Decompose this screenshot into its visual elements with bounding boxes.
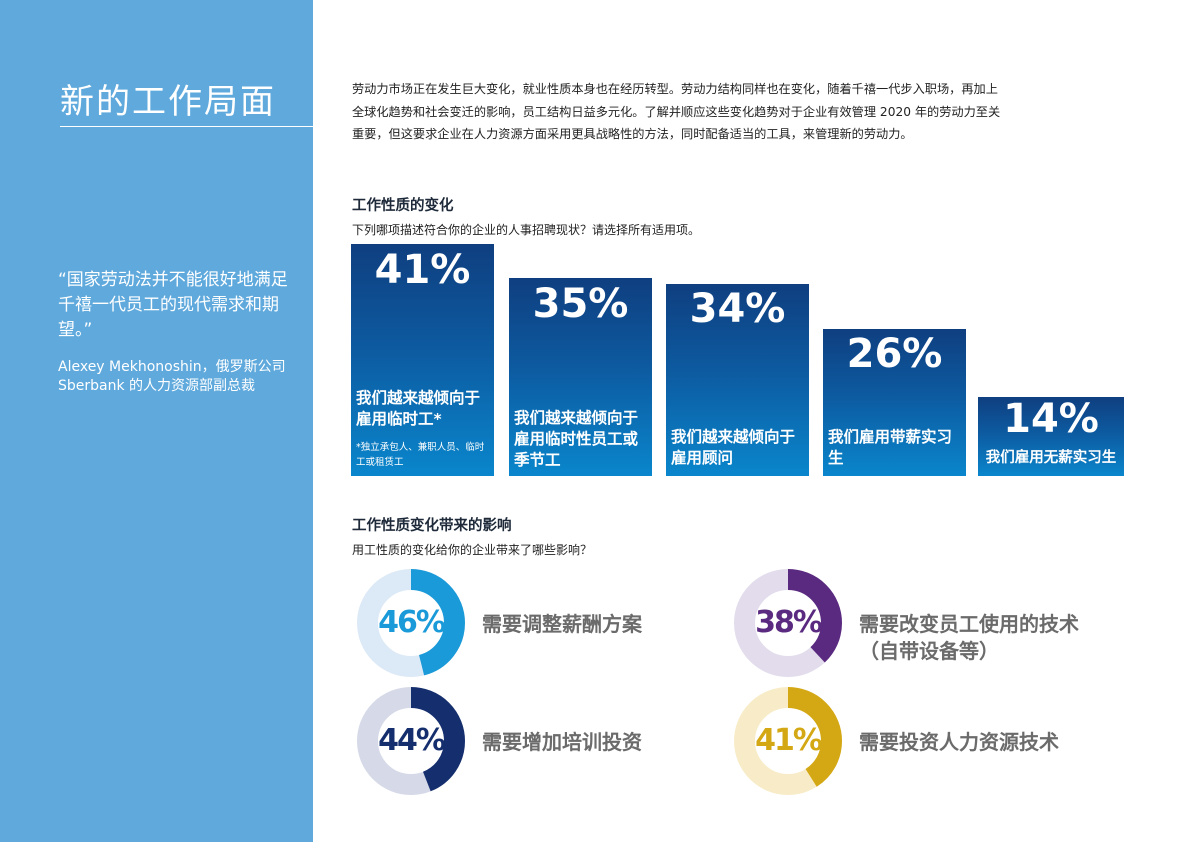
section-title-impact: 工作性质变化带来的影响 — [352, 518, 512, 534]
donut-arc — [357, 687, 465, 795]
donut-label-compensation: 需要调整薪酬方案 — [482, 612, 642, 636]
bar-paid-interns: 26% 我们雇用带薪实习生 — [823, 329, 966, 476]
donut-ring — [734, 569, 842, 677]
sidebar: 新的工作局面 “国家劳动法并不能很好地满足千禧一代员工的现代需求和期望。” Al… — [0, 0, 313, 842]
bar-unpaid-interns: 14% 我们雇用无薪实习生 — [978, 397, 1124, 476]
donut-label-technology-change: 需要改变员工使用的技术（自带设备等） — [859, 612, 1079, 663]
donut-ring — [357, 569, 465, 677]
donut-value: 46% — [378, 605, 446, 640]
bar-category-label: 我们越来越倾向于雇用临时性员工或季节工 — [514, 409, 639, 469]
bar-category-label: 我们雇用无薪实习生 — [985, 450, 1117, 466]
bar-value-label: 26% — [846, 331, 943, 377]
donut-value: 44% — [378, 723, 446, 758]
section-title-nature-of-work: 工作性质的变化 — [352, 198, 454, 214]
donut-arc — [357, 569, 465, 677]
donut-ring — [734, 687, 842, 795]
page-title: 新的工作局面 — [60, 82, 276, 122]
bar-temp-workers: 41% 我们越来越倾向于雇用临时工* *独立承包人、兼职人员、临时工或租赁工 — [351, 244, 494, 476]
bar-value-label: 34% — [689, 286, 786, 332]
intro-paragraph: 劳动力市场正在发生巨大变化，就业性质本身也在经历转型。劳动力结构同样也在变化，随… — [352, 82, 1001, 141]
donut-hr-technology: 41% — [734, 687, 842, 795]
bar-category-label: 我们雇用带薪实习生 — [828, 428, 953, 467]
bar-footnote: *独立承包人、兼职人员、临时工或租赁工 — [356, 442, 485, 468]
title-divider — [60, 126, 313, 127]
donut-training: 44% — [357, 687, 465, 795]
bar-consultants: 34% 我们越来越倾向于雇用顾问 — [666, 284, 809, 476]
donut-ring — [357, 687, 465, 795]
pull-quote: “国家劳动法并不能很好地满足千禧一代员工的现代需求和期望。” — [58, 270, 288, 340]
donut-arc — [734, 687, 842, 795]
donut-technology-change: 38% — [734, 569, 842, 677]
bar-value-label: 41% — [374, 247, 471, 293]
bar-value-label: 14% — [1003, 396, 1099, 442]
donut-label-hr-technology: 需要投资人力资源技术 — [859, 730, 1059, 754]
survey-question-1: 下列哪项描述符合你的企业的人事招聘现状？请选择所有适用项。 — [352, 223, 701, 237]
bar-value-label: 35% — [532, 281, 629, 327]
donut-arc — [734, 569, 842, 677]
donut-value: 41% — [755, 723, 823, 758]
donut-compensation: 46% — [357, 569, 465, 677]
bar-category-label: 我们越来越倾向于雇用临时工* — [356, 389, 481, 428]
survey-question-2: 用工性质的变化给你的企业带来了哪些影响？ — [352, 543, 593, 557]
bar-category-label: 我们越来越倾向于雇用顾问 — [671, 428, 796, 467]
donut-label-training: 需要增加培训投资 — [482, 730, 642, 754]
bar-seasonal-workers: 35% 我们越来越倾向于雇用临时性员工或季节工 — [509, 278, 652, 476]
quote-attribution: Alexey Mekhonoshin，俄罗斯公司 Sberbank 的人力资源部… — [58, 359, 286, 394]
donut-value: 38% — [755, 605, 823, 640]
